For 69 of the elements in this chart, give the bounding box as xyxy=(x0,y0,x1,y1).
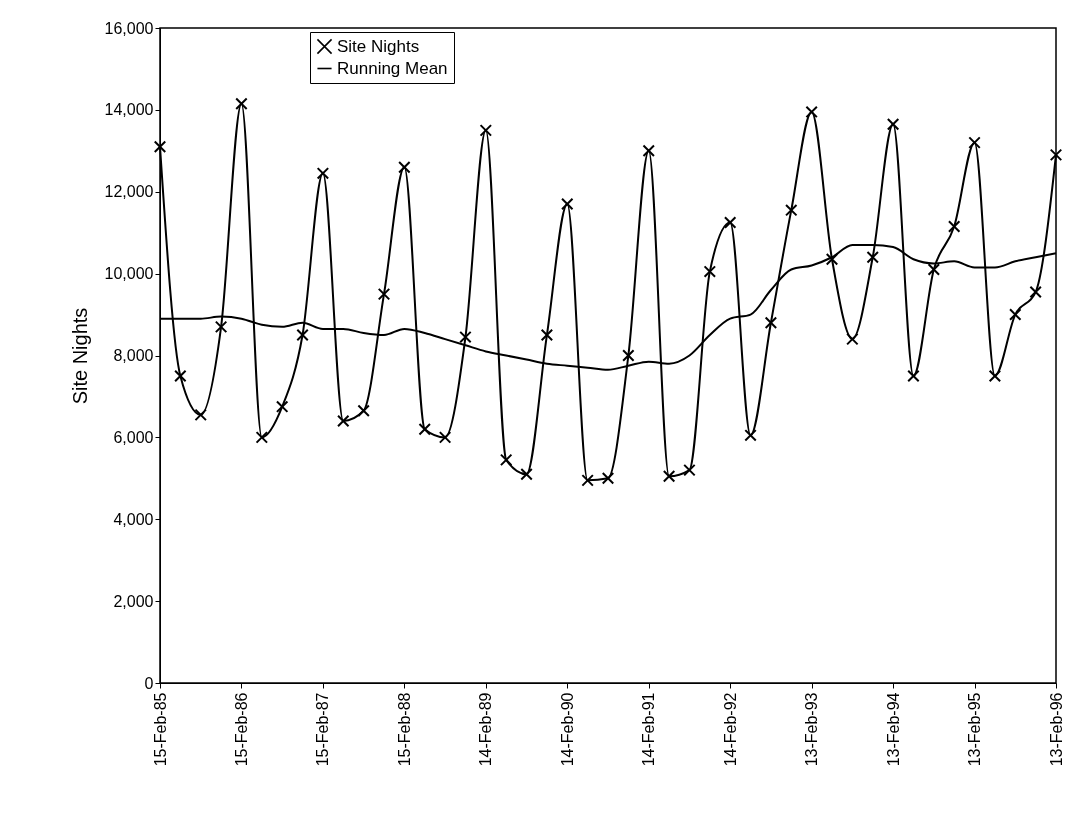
x-tick-label: 15-Feb-87 xyxy=(314,692,332,767)
point xyxy=(744,429,757,442)
y-tick-label: 12,000 xyxy=(104,183,154,201)
point xyxy=(174,369,187,383)
x-tick-label: 13-Feb-95 xyxy=(966,692,984,767)
y-tick-label: 4,000 xyxy=(113,510,154,528)
y-axis-title: Site Nights xyxy=(68,307,91,405)
point xyxy=(907,369,920,383)
point xyxy=(968,136,981,149)
point xyxy=(214,320,228,334)
x-tick-label: 14-Feb-91 xyxy=(640,692,658,767)
point xyxy=(846,332,859,346)
x-tick-label: 14-Feb-89 xyxy=(477,692,495,767)
point xyxy=(1049,148,1063,162)
point xyxy=(194,408,207,422)
point xyxy=(947,220,961,233)
legend-label: Site Nights xyxy=(337,36,420,56)
point xyxy=(988,369,1002,383)
y-tick-label: 6,000 xyxy=(113,428,154,446)
point xyxy=(785,203,798,217)
point xyxy=(418,422,431,436)
y-tick-label: 0 xyxy=(144,674,154,692)
point xyxy=(927,263,941,276)
x-tick-label: 15-Feb-88 xyxy=(395,692,413,767)
point xyxy=(520,467,533,481)
point xyxy=(642,144,655,158)
point xyxy=(581,474,594,487)
point xyxy=(337,414,350,428)
point xyxy=(764,316,778,329)
point xyxy=(275,400,289,413)
point xyxy=(825,253,839,266)
point xyxy=(866,251,879,264)
x-tick-label: 15-Feb-86 xyxy=(232,692,250,767)
x-tick-label: 14-Feb-92 xyxy=(721,692,739,767)
point xyxy=(377,287,391,301)
point xyxy=(805,105,818,119)
point xyxy=(438,431,452,444)
legend-label: Running Mean xyxy=(337,58,448,78)
point xyxy=(499,453,513,467)
point xyxy=(153,140,167,153)
point xyxy=(316,167,330,180)
point xyxy=(235,97,248,110)
point xyxy=(703,265,717,278)
point xyxy=(296,328,309,342)
point xyxy=(479,124,493,137)
point xyxy=(459,330,472,344)
x-tick-label: 14-Feb-90 xyxy=(558,692,576,767)
point xyxy=(1029,285,1042,299)
y-tick-label: 10,000 xyxy=(104,265,154,283)
point xyxy=(662,470,676,483)
point xyxy=(683,463,696,477)
y-tick-label: 2,000 xyxy=(113,592,154,610)
point xyxy=(1009,308,1022,321)
point xyxy=(398,160,411,174)
x-tick-label: 13-Feb-94 xyxy=(884,692,902,767)
y-tick-label: 8,000 xyxy=(113,347,154,364)
point xyxy=(723,216,737,229)
point xyxy=(540,328,554,342)
x-tick-label: 13-Feb-93 xyxy=(803,692,821,767)
x-tick-label: 15-Feb-85 xyxy=(151,692,169,767)
point xyxy=(357,404,370,418)
point xyxy=(886,117,900,131)
x-tick-label: 13-Feb-96 xyxy=(1047,692,1065,767)
point xyxy=(622,349,635,362)
point xyxy=(255,431,269,444)
y-tick-label: 16,000 xyxy=(104,19,154,37)
point xyxy=(601,472,615,485)
y-tick-label: 14,000 xyxy=(104,101,154,119)
point xyxy=(561,197,574,211)
